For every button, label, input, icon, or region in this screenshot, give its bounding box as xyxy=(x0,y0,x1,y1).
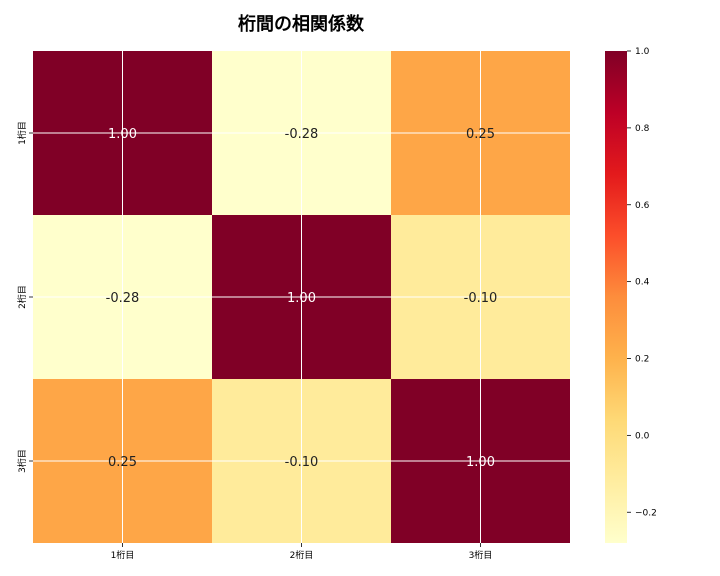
x-tick-label: 2桁目 xyxy=(290,549,314,561)
cell-value-label: 0.25 xyxy=(108,455,137,470)
colorbar-ticks: −0.2 0.0 0.2 0.4 0.6 0.8 1.0 xyxy=(627,47,657,518)
x-axis-ticks: 1桁目 2桁目 3桁目 xyxy=(111,543,493,561)
cell-value-label: -0.28 xyxy=(285,127,319,142)
colorbar-tick-label: 0.4 xyxy=(635,278,650,288)
colorbar-tick-label: 0.6 xyxy=(635,201,650,211)
colorbar-tick-label: 1.0 xyxy=(635,47,650,57)
colorbar-tick-label: 0.0 xyxy=(635,431,650,441)
y-tick-label: 2桁目 xyxy=(16,285,28,309)
y-tick-label: 1桁目 xyxy=(16,121,28,145)
colorbar-tick-label: 0.2 xyxy=(635,355,649,365)
x-tick-label: 1桁目 xyxy=(111,549,135,561)
chart-title: 桁間の相関係数 xyxy=(238,13,365,35)
colorbar-tick-label: −0.2 xyxy=(635,508,657,518)
y-tick-label: 3桁目 xyxy=(16,449,28,473)
colorbar-tick-label: 0.8 xyxy=(635,124,650,134)
heatmap-cell-labels: 1.00 -0.28 0.25 -0.28 1.00 -0.10 0.25 -0.10 1.00 xyxy=(106,127,498,470)
cell-value-label: 1.00 xyxy=(287,291,316,306)
heatmap-gridlines xyxy=(33,51,570,543)
cell-value-label: -0.10 xyxy=(285,455,319,470)
cell-value-label: 1.00 xyxy=(466,455,495,470)
x-tick-label: 3桁目 xyxy=(469,549,493,561)
cell-value-label: -0.28 xyxy=(106,291,140,306)
y-axis-ticks: 1桁目 2桁目 3桁目 xyxy=(16,121,33,473)
cell-value-label: 1.00 xyxy=(108,127,137,142)
cell-value-label: 0.25 xyxy=(466,127,495,142)
colorbar xyxy=(605,51,627,543)
cell-value-label: -0.10 xyxy=(464,291,498,306)
